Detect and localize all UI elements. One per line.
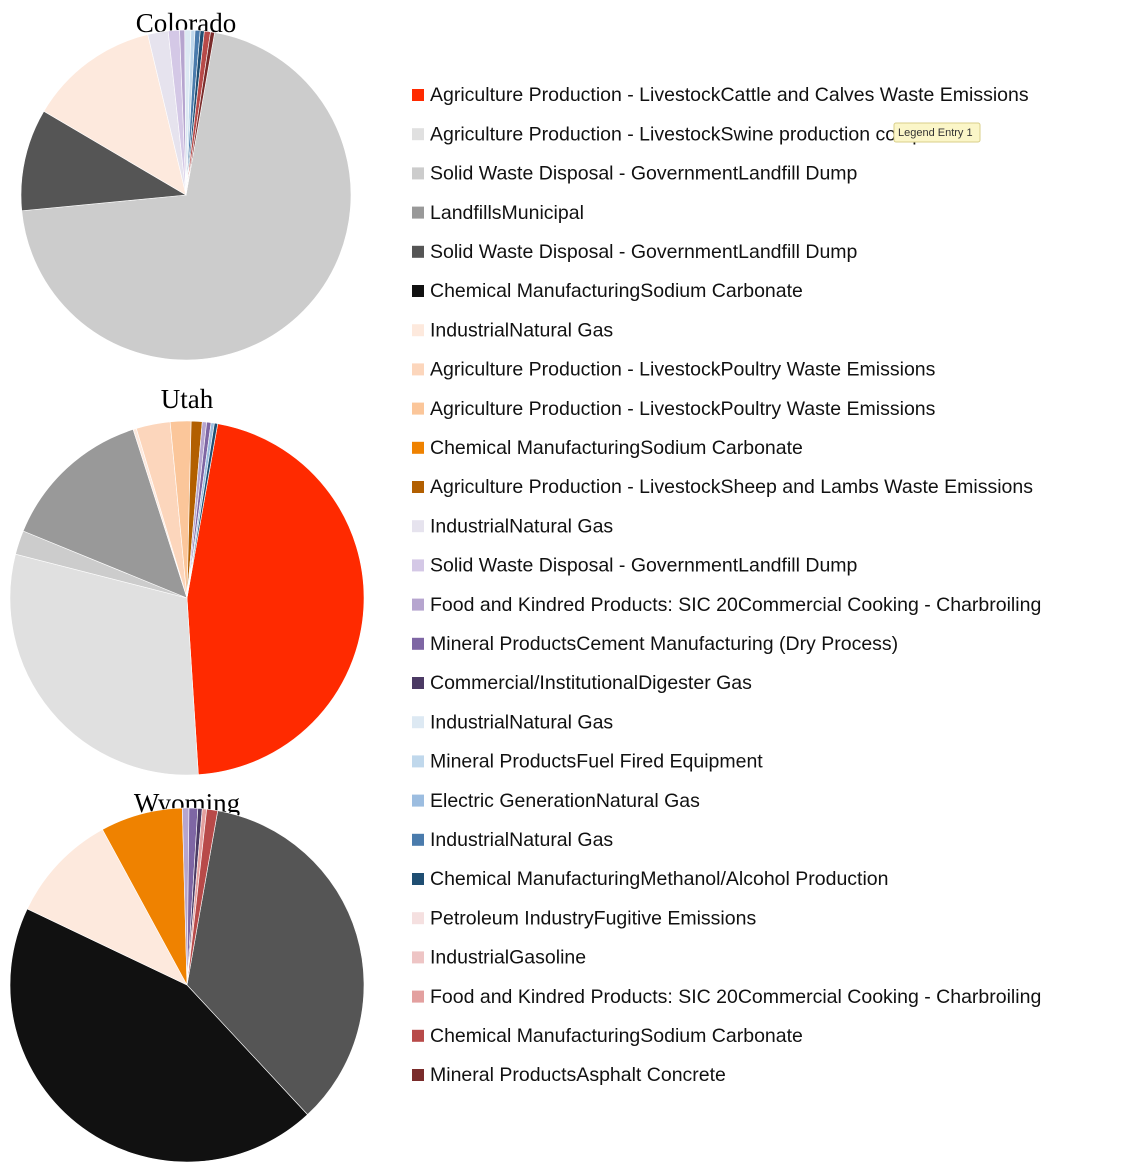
legend-label[interactable]: Petroleum IndustryFugitive Emissions	[430, 907, 756, 929]
legend-swatch	[412, 285, 424, 297]
legend-swatch	[412, 167, 424, 180]
pie-slice[interactable]	[43, 34, 187, 196]
pie-slice[interactable]	[9, 908, 308, 1163]
legend-swatch	[412, 128, 424, 141]
legend-swatch	[412, 206, 424, 219]
legend-swatch	[412, 794, 424, 807]
legend-swatch	[412, 89, 424, 101]
legend-label[interactable]: IndustrialNatural Gas	[430, 829, 613, 851]
legend-swatch	[412, 755, 424, 768]
legend-swatch	[412, 677, 424, 689]
legend-label[interactable]: Agriculture Production - LivestockCattle…	[430, 84, 1029, 106]
tooltip-text: Legend Entry 1	[898, 127, 973, 139]
legend-label[interactable]: Commercial/InstitutionalDigester Gas	[430, 672, 752, 694]
legend-swatch	[412, 716, 424, 729]
legend-swatch	[412, 1069, 424, 1081]
legend-swatch	[412, 637, 424, 650]
legend-label[interactable]: Chemical ManufacturingSodium Carbonate	[430, 437, 803, 459]
legend-label[interactable]: Agriculture Production - LivestockSwine …	[430, 123, 964, 145]
legend-label[interactable]: Chemical ManufacturingSodium Carbonate	[430, 280, 803, 302]
pie-slice[interactable]	[186, 808, 219, 986]
legend-swatch	[412, 912, 424, 925]
legend-swatch	[412, 559, 424, 572]
legend-label[interactable]: Electric GenerationNatural Gas	[430, 790, 700, 812]
legend-label[interactable]: Solid Waste Disposal - GovernmentLandfil…	[430, 241, 858, 263]
legend-swatch	[412, 402, 424, 415]
legend-label[interactable]: LandfillsMunicipal	[430, 202, 584, 224]
legend-label[interactable]: Agriculture Production - LivestockPoultr…	[430, 398, 936, 420]
legend-label[interactable]: Mineral ProductsCement Manufacturing (Dr…	[430, 633, 898, 655]
legend-swatch	[412, 833, 424, 846]
legend-label[interactable]: IndustrialGasoline	[430, 947, 586, 969]
legend-label[interactable]: Food and Kindred Products: SIC 20Commerc…	[430, 594, 1041, 616]
pie-slice[interactable]	[26, 829, 188, 986]
legend-swatch	[412, 363, 424, 376]
pie-slice[interactable]	[21, 32, 352, 361]
pie-title: Utah	[161, 384, 214, 414]
legend-swatch	[412, 245, 424, 258]
legend-swatch	[412, 990, 424, 1003]
legend-label[interactable]: Agriculture Production - LivestockPoultr…	[430, 359, 936, 381]
legend-label[interactable]: Mineral ProductsFuel Fired Equipment	[430, 751, 763, 773]
legend-label[interactable]: Chemical ManufacturingSodium Carbonate	[430, 1025, 803, 1047]
legend-swatch	[412, 324, 424, 337]
tooltip-box	[893, 122, 981, 143]
legend-label[interactable]: Food and Kindred Products: SIC 20Commerc…	[430, 986, 1041, 1008]
tooltip: Legend Entry 1	[893, 122, 981, 143]
legend-swatch	[412, 951, 424, 964]
legend-swatch	[412, 598, 424, 611]
legend-swatch	[412, 520, 424, 533]
legend-label[interactable]: Agriculture Production - LivestockSheep …	[430, 476, 1033, 498]
pie-slice[interactable]	[187, 810, 218, 985]
legend-label[interactable]: Solid Waste Disposal - GovernmentLandfil…	[430, 163, 858, 185]
legend-swatch	[412, 873, 424, 885]
legend-swatch	[412, 1029, 424, 1042]
legend-label[interactable]: Chemical ManufacturingMethanol/Alcohol P…	[430, 868, 889, 890]
legend-label[interactable]: IndustrialNatural Gas	[430, 515, 613, 537]
legend-swatch	[412, 481, 424, 493]
pie-slice[interactable]	[9, 553, 199, 776]
pie-slice[interactable]	[185, 31, 215, 196]
legend-swatch	[412, 441, 424, 454]
pie-slice[interactable]	[22, 429, 188, 599]
legend-label[interactable]: IndustrialNatural Gas	[430, 319, 613, 341]
legend-label[interactable]: IndustrialNatural Gas	[430, 711, 613, 733]
pie-slice[interactable]	[187, 423, 218, 598]
pie-slice[interactable]	[186, 422, 219, 599]
legend-label[interactable]: Mineral ProductsAsphalt Concrete	[430, 1064, 726, 1086]
pie-slice[interactable]	[186, 423, 365, 775]
legend-label[interactable]: Solid Waste Disposal - GovernmentLandfil…	[430, 555, 858, 577]
pie-slice[interactable]	[20, 110, 187, 212]
pie-slice[interactable]	[186, 810, 365, 1116]
